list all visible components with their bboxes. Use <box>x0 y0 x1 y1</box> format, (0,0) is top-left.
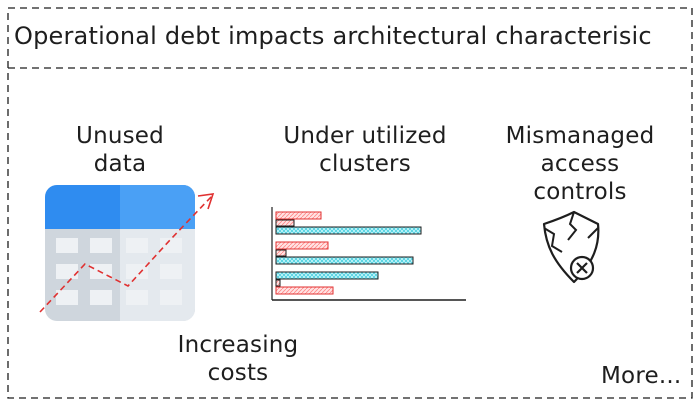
diagram-title: Operational debt impacts architectural c… <box>14 22 652 50</box>
chart-bar <box>275 286 334 295</box>
label-under-utilized: Under utilized clusters <box>270 122 460 178</box>
label-under-utilized-line-2: clusters <box>319 151 411 177</box>
chart-bar <box>275 241 329 250</box>
label-mismanaged: Mismanaged access controls <box>500 122 660 206</box>
chart-bar <box>275 279 281 287</box>
trend-up-arrow-icon <box>39 193 215 313</box>
label-under-utilized-line-1: Under utilized <box>283 123 447 149</box>
label-unused-data-line-2: data <box>93 151 147 177</box>
label-increasing-costs: Increasing costs <box>168 331 308 387</box>
chart-bar <box>275 271 379 280</box>
chart-bar <box>275 219 295 227</box>
label-mismanaged-line-3: controls <box>533 179 627 205</box>
spreadsheet-icon <box>45 185 195 321</box>
chart-bar <box>275 256 414 265</box>
chart-bar <box>275 249 287 257</box>
label-unused-data-line-1: Unused <box>76 123 164 149</box>
label-increasing-costs-line-2: costs <box>207 360 269 386</box>
label-increasing-costs-line-1: Increasing <box>177 332 299 358</box>
bar-chart-icon <box>271 207 466 301</box>
broken-shield-icon <box>542 210 600 284</box>
label-mismanaged-line-1: Mismanaged <box>505 123 655 149</box>
chart-bar <box>275 211 322 220</box>
label-mismanaged-line-2: access <box>540 151 620 177</box>
label-unused-data: Unused data <box>60 122 180 178</box>
chart-bar <box>275 226 422 235</box>
label-more: More... <box>601 363 682 389</box>
